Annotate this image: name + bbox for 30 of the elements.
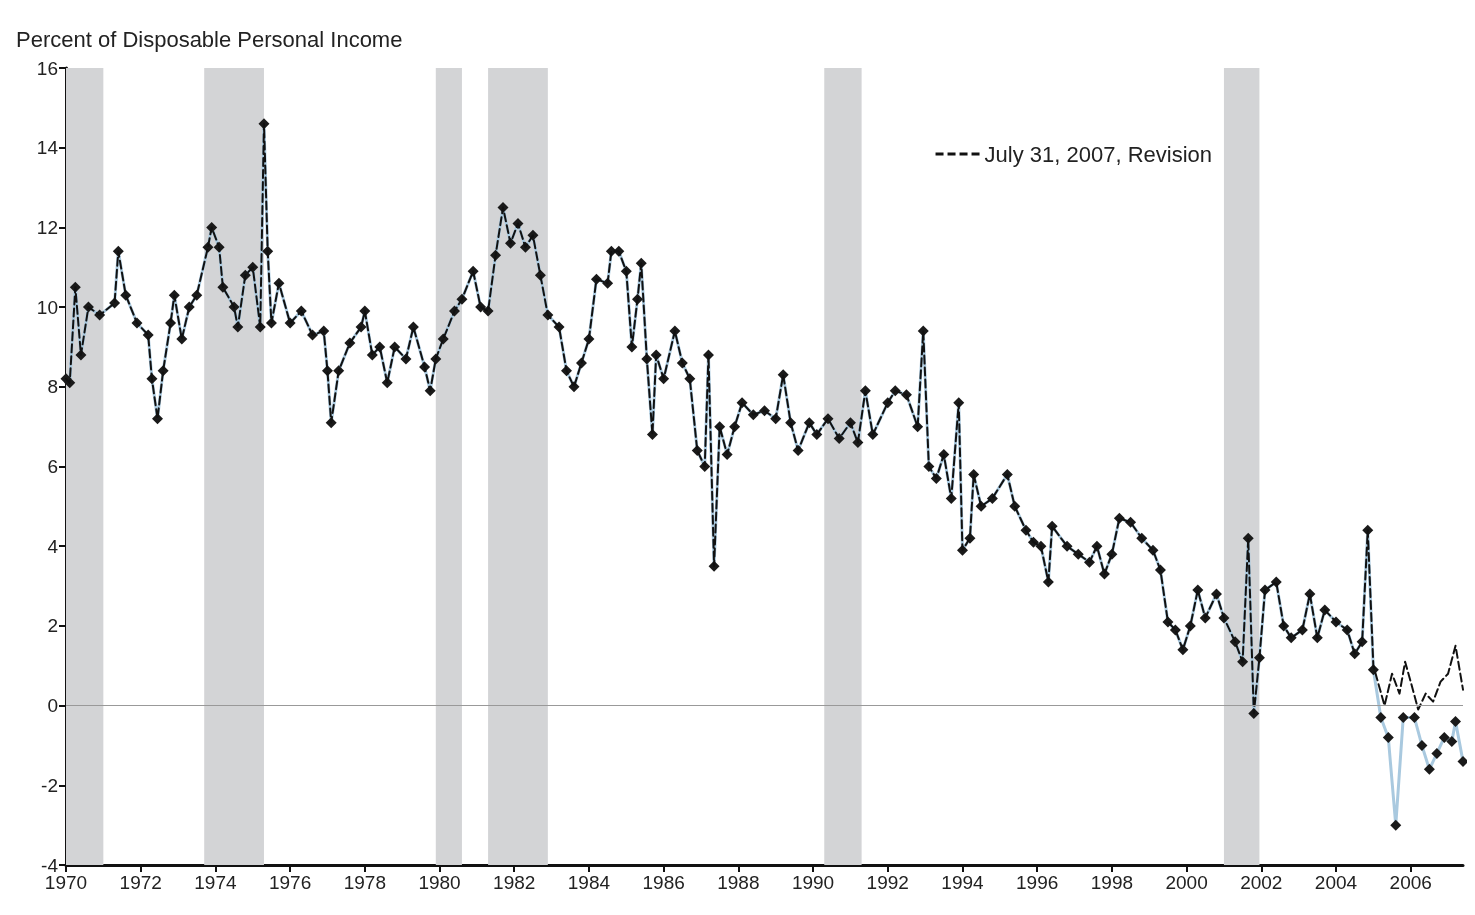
y-tick-label: 10 [36, 296, 58, 318]
x-tick-label: 1978 [343, 872, 386, 893]
legend-label: July 31, 2007, Revision [984, 141, 1212, 167]
x-tick-label: 2000 [1165, 872, 1208, 893]
x-tick-label: 1984 [567, 872, 611, 893]
y-tick-label: 12 [36, 216, 58, 238]
y-tick-label: 4 [47, 535, 59, 557]
y-tick-label: 14 [36, 137, 59, 159]
x-tick-label: 1972 [119, 872, 162, 893]
y-tick-label: -2 [41, 774, 58, 796]
y-tick-label: 2 [47, 615, 58, 637]
x-tick-label: 2002 [1240, 872, 1283, 893]
x-tick-label: 1974 [194, 872, 237, 893]
x-tick-label: 1998 [1090, 872, 1134, 893]
y-axis-title: Percent of Disposable Personal Income [16, 26, 403, 52]
x-tick-label: 2004 [1314, 872, 1358, 893]
x-tick-label: 2006 [1389, 872, 1432, 893]
x-tick-label: 1990 [791, 872, 835, 893]
y-tick-label: 16 [36, 57, 58, 79]
x-tick-label: 1996 [1016, 872, 1059, 893]
x-tick-label: 1992 [866, 872, 909, 893]
y-tick-label: 0 [47, 695, 58, 717]
x-tick-label: 1976 [268, 872, 312, 893]
x-tick-label: 1988 [717, 872, 760, 893]
x-tick-label: 1994 [941, 872, 985, 893]
x-tick-label: 1982 [493, 872, 536, 893]
x-tick-label: 1980 [418, 872, 461, 893]
y-tick-label: 6 [47, 456, 58, 477]
x-tick-label: 1986 [642, 872, 685, 893]
y-tick-label: 8 [47, 376, 58, 398]
